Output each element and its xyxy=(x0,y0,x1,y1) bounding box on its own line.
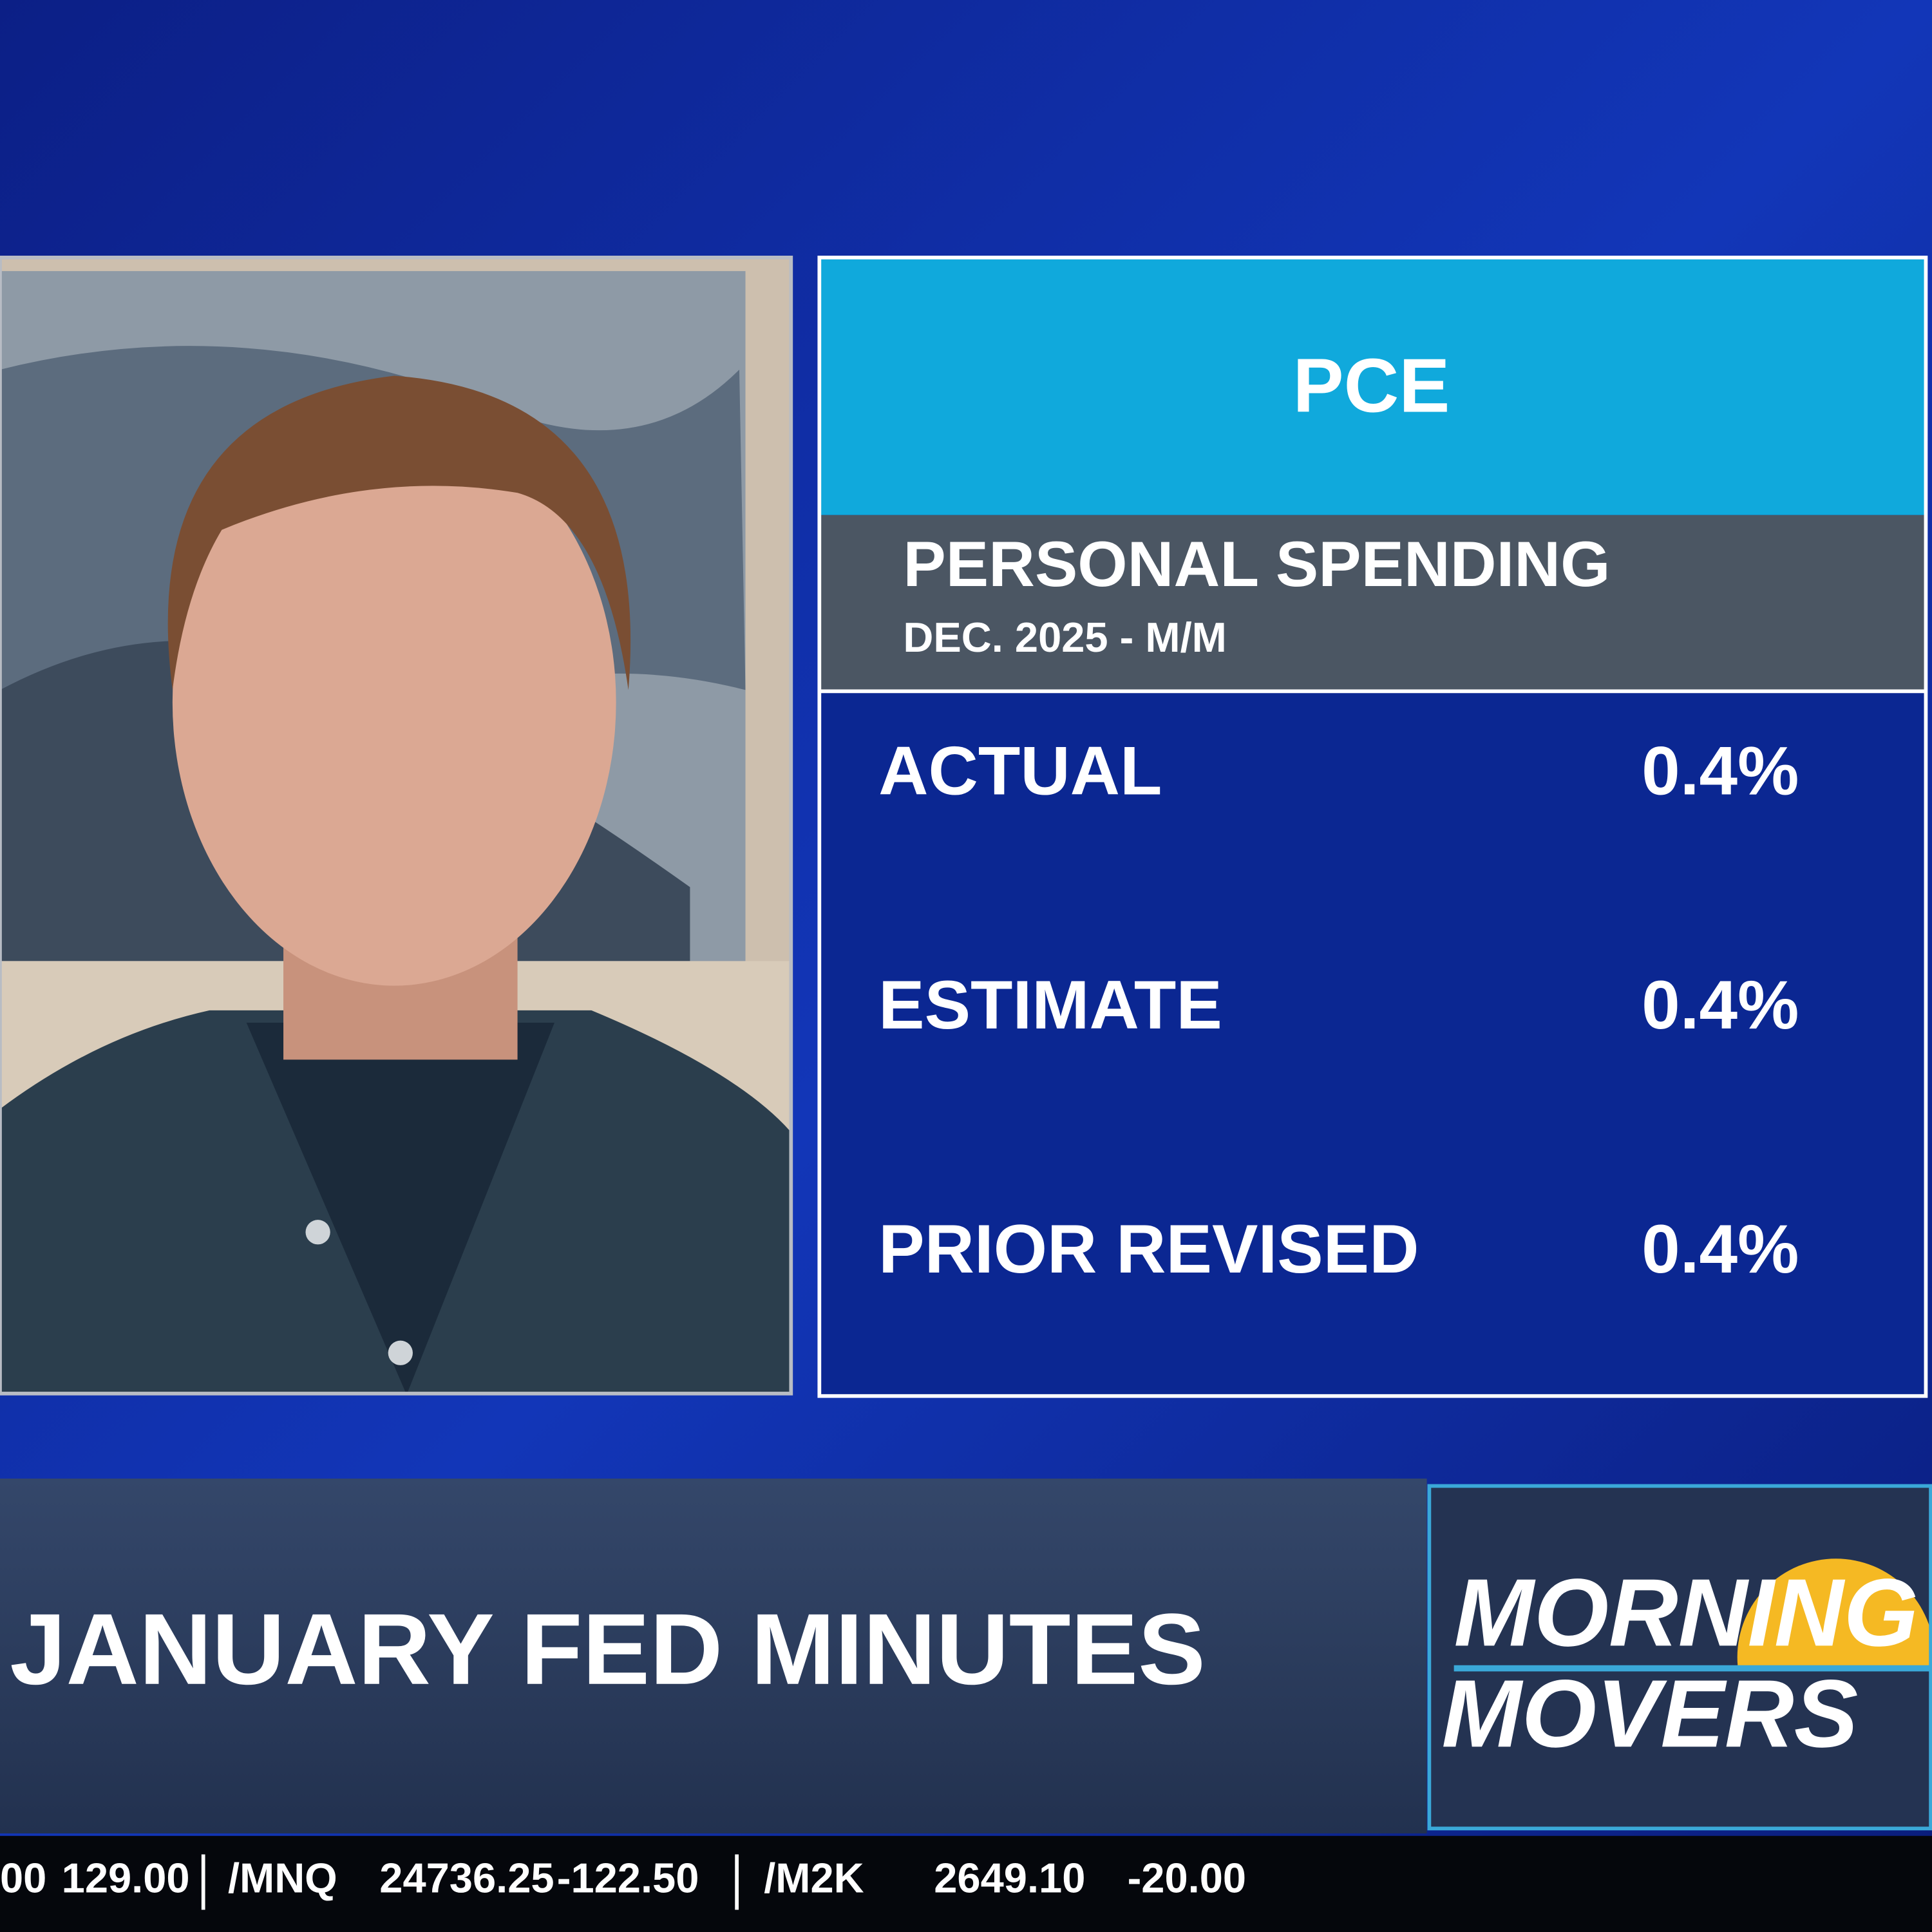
panel-header xyxy=(819,258,1925,515)
row-value: 0.4% xyxy=(1642,1210,1799,1287)
row-label: ESTIMATE xyxy=(878,966,1222,1043)
ticker-change: 129.00 xyxy=(62,1855,190,1902)
row-value: 0.4% xyxy=(1642,966,1799,1043)
panel-subtitle: PERSONAL SPENDING xyxy=(903,529,1610,600)
panel-period: DEC. 2025 - M/M xyxy=(903,614,1226,661)
logo-border xyxy=(1427,1484,1932,1831)
panel-subheader xyxy=(819,515,1925,690)
row-label: ACTUAL xyxy=(878,732,1162,810)
ticker-change: -20.00 xyxy=(1128,1855,1246,1902)
panel-title: PCE xyxy=(1293,344,1450,429)
ticker-price: 24736.25 xyxy=(379,1855,554,1902)
ticker-symbol: /MNQ xyxy=(228,1855,337,1902)
panel-rows: ACTUAL 0.4% ESTIMATE 0.4% PRIOR REVISED 0.4% xyxy=(878,732,1799,1287)
video-border xyxy=(0,256,793,1396)
ticker-symbol: /M2K xyxy=(764,1855,864,1902)
video-feed xyxy=(0,258,790,1392)
row-label: PRIOR REVISED xyxy=(878,1210,1419,1287)
lower-third xyxy=(0,1478,1427,1833)
logo: MORNING MOVERS xyxy=(1442,1558,1932,1767)
ticker-change: -122.50 xyxy=(557,1855,699,1902)
logo-line1: MORNING xyxy=(1454,1558,1918,1666)
ticker-bar xyxy=(0,1835,1932,1932)
panel-body xyxy=(819,692,1925,1395)
logo-sun xyxy=(1737,1558,1932,1666)
row-value: 0.4% xyxy=(1642,732,1799,810)
headline: JANUARY FED MINUTES xyxy=(10,1593,1206,1706)
ticker-price: 00 xyxy=(0,1855,46,1902)
logo-line2: MOVERS xyxy=(1442,1660,1859,1767)
panel-border xyxy=(817,256,1928,1398)
ticker-price: 2649.10 xyxy=(934,1855,1085,1902)
ticker: 00 129.00/MNQ 24736.25 -122.50/M2K 2649.10 -2… xyxy=(0,1854,1246,1910)
